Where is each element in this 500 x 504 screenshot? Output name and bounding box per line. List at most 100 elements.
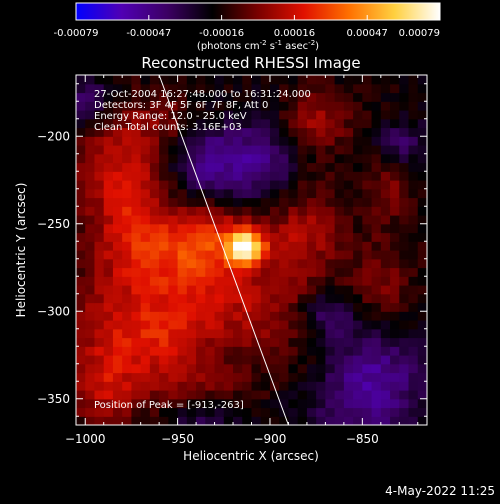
heatmap-pixel: [251, 101, 262, 111]
heatmap-pixel: [371, 311, 382, 321]
x-axis-ticks: −1000 −950 −900 −850: [65, 75, 419, 446]
heatmap-pixel: [186, 136, 197, 146]
heatmap-pixel: [362, 188, 373, 199]
heatmap-pixel: [279, 285, 290, 295]
heatmap-pixel: [140, 75, 151, 85]
heatmap-pixel: [316, 188, 326, 199]
heatmap-pixel: [371, 337, 382, 347]
heatmap-pixel: [122, 258, 133, 269]
heatmap-pixel: [131, 241, 142, 251]
heatmap-pixel: [186, 276, 197, 286]
heatmap-pixel: [103, 302, 114, 312]
heatmap-pixel: [214, 346, 225, 356]
heatmap-pixel: [260, 337, 271, 347]
heatmap-pixel: [399, 136, 410, 146]
heatmap-pixel: [223, 162, 234, 172]
heatmap-pixel: [390, 328, 400, 339]
heatmap-pixel: [399, 407, 410, 417]
heatmap-pixel: [353, 355, 363, 365]
heatmap-pixel: [242, 75, 253, 85]
heatmap-pixel: [177, 153, 188, 164]
heatmap-pixel: [269, 223, 280, 234]
heatmap-pixel: [214, 267, 225, 277]
heatmap-pixel: [76, 416, 86, 425]
heatmap-pixel: [159, 145, 169, 155]
heatmap-pixel: [168, 346, 179, 356]
heatmap-pixel: [399, 101, 410, 111]
heatmap-pixel: [362, 381, 373, 391]
heatmap-pixel: [408, 311, 419, 321]
heatmap-pixel: [196, 372, 206, 382]
heatmap-pixel: [297, 241, 308, 251]
heatmap-pixel: [85, 390, 96, 400]
heatmap-pixel: [316, 407, 326, 417]
heatmap-pixel: [233, 92, 243, 102]
heatmap-pixel: [251, 346, 262, 356]
heatmap-pixel: [140, 162, 151, 172]
heatmap-pixel: [140, 398, 151, 409]
heatmap-pixel: [343, 118, 354, 129]
heatmap-pixel: [223, 337, 234, 347]
heatmap-pixel: [408, 145, 419, 155]
heatmap-pixel: [408, 337, 419, 347]
heatmap-pixel: [380, 381, 391, 391]
heatmap-pixel: [362, 171, 373, 181]
heatmap-pixel: [279, 215, 290, 225]
heatmap-pixel: [122, 293, 133, 304]
heatmap-pixel: [353, 101, 363, 111]
heatmap-pixel: [371, 118, 382, 129]
heatmap-pixel: [306, 136, 317, 146]
x-tick-label: −1000: [65, 432, 106, 446]
heatmap-pixel: [159, 241, 169, 251]
heatmap-pixel: [131, 250, 142, 260]
heatmap-pixel: [260, 232, 271, 242]
heatmap-pixel: [214, 127, 225, 137]
heatmap-pixel: [149, 241, 160, 251]
heatmap-pixel: [233, 145, 243, 155]
heatmap-pixel: [279, 328, 290, 339]
heatmap-pixel: [149, 381, 160, 391]
heatmap-pixel: [112, 162, 123, 172]
heatmap-pixel: [149, 206, 160, 216]
heatmap-pixel: [112, 83, 123, 94]
heatmap-pixel: [242, 180, 253, 190]
heatmap-pixel: [362, 267, 373, 277]
heatmap-pixel: [288, 337, 299, 347]
heatmap-pixel: [399, 75, 410, 85]
colorbar-tick-label: 0.00079: [399, 28, 440, 39]
heatmap-pixel: [260, 206, 271, 216]
heatmap-pixel: [196, 180, 206, 190]
heatmap-pixel: [288, 75, 299, 85]
heatmap-pixel: [205, 407, 216, 417]
heatmap-pixel: [223, 188, 234, 199]
heatmap-pixel: [159, 101, 169, 111]
heatmap-pixel: [362, 127, 373, 137]
heatmap-pixel: [85, 416, 96, 425]
heatmap-pixel: [186, 302, 197, 312]
heatmap-pixel: [131, 381, 142, 391]
heatmap-pixel: [288, 276, 299, 286]
heatmap-pixel: [325, 101, 336, 111]
heatmap-pixel: [297, 267, 308, 277]
heatmap-pixel: [149, 232, 160, 242]
heatmap-pixel: [85, 241, 96, 251]
heatmap-pixel: [334, 75, 345, 85]
heatmap-pixel: [343, 250, 354, 260]
heatmap-pixel: [343, 75, 354, 85]
heatmap-pixel: [390, 346, 400, 356]
heatmap-pixel: [131, 171, 142, 181]
heatmap-pixel: [251, 302, 262, 312]
heatmap-pixel: [140, 363, 151, 374]
heatmap-pixel: [371, 223, 382, 234]
heatmap-pixel: [177, 320, 188, 330]
heatmap-pixel: [353, 127, 363, 137]
heatmap-pixel: [168, 180, 179, 190]
heatmap-pixel: [362, 75, 373, 85]
heatmap-pixel: [159, 118, 169, 129]
heatmap-pixel: [334, 223, 345, 234]
heatmap-pixel: [408, 267, 419, 277]
heatmap-pixel: [297, 250, 308, 260]
heatmap-pixel: [408, 101, 419, 111]
heatmap-pixel: [149, 92, 160, 102]
heatmap-pixel: [196, 197, 206, 207]
